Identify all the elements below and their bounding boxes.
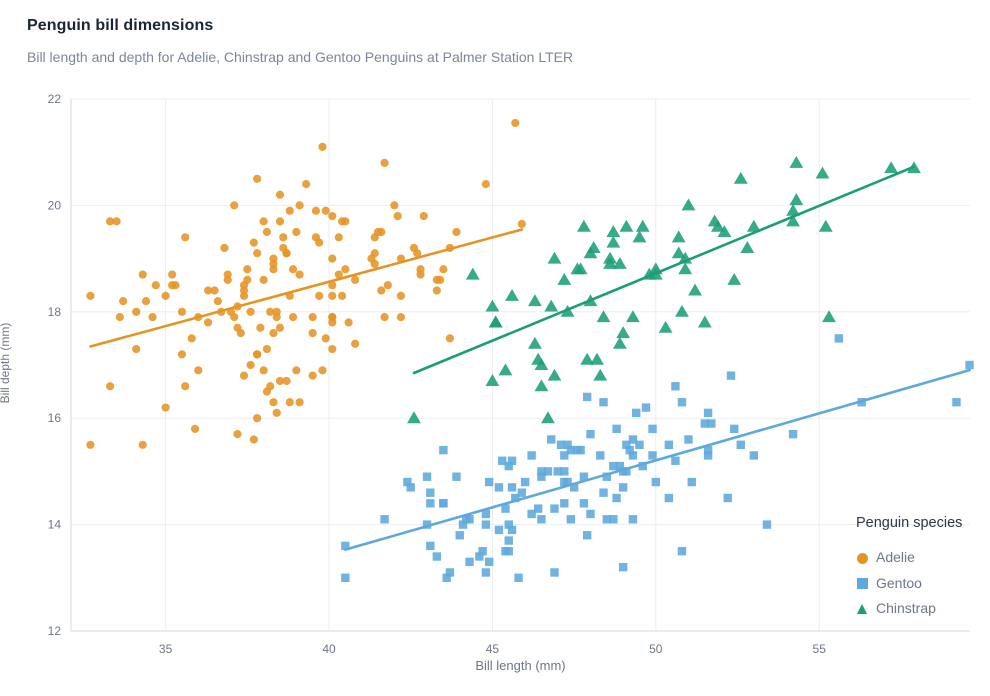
svg-text:55: 55 <box>813 642 827 656</box>
svg-text:40: 40 <box>322 642 336 656</box>
svg-text:16: 16 <box>48 411 62 425</box>
svg-text:35: 35 <box>159 642 173 656</box>
svg-text:18: 18 <box>48 305 62 319</box>
svg-text:20: 20 <box>48 198 62 212</box>
svg-text:45: 45 <box>486 642 500 656</box>
svg-text:50: 50 <box>649 642 663 656</box>
svg-text:12: 12 <box>48 624 62 638</box>
svg-text:22: 22 <box>48 92 62 106</box>
svg-text:14: 14 <box>48 518 62 532</box>
